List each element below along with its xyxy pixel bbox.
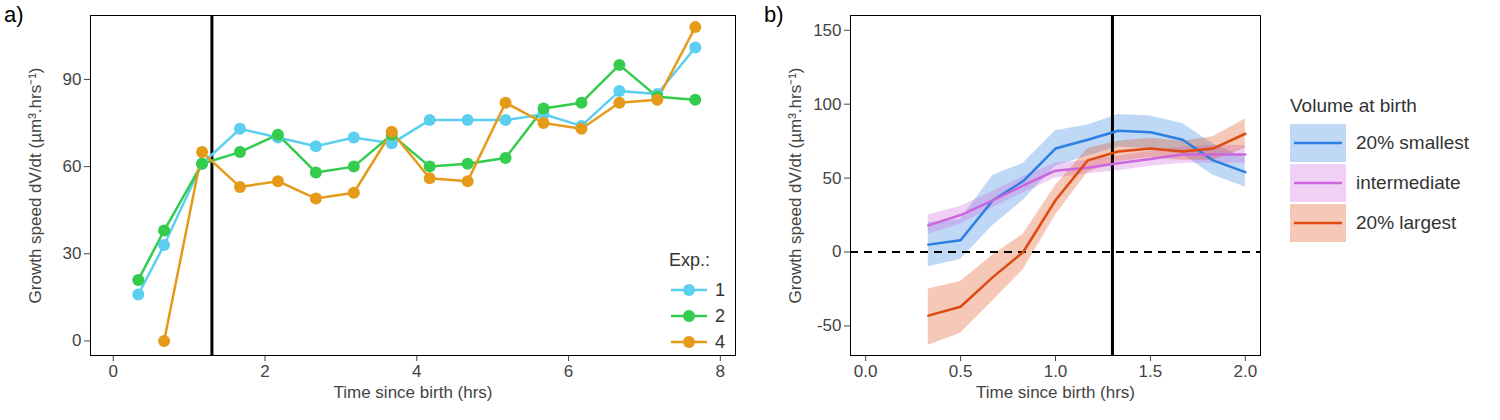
svg-text:4: 4 bbox=[412, 362, 421, 381]
svg-text:Growth speed dV/dt (µm³.hrs⁻¹): Growth speed dV/dt (µm³.hrs⁻¹) bbox=[786, 68, 805, 304]
svg-text:1.0: 1.0 bbox=[1044, 362, 1068, 381]
svg-text:30: 30 bbox=[63, 244, 82, 263]
svg-text:60: 60 bbox=[63, 157, 82, 176]
html-text:20% smallest: 20% smallest bbox=[1356, 132, 1469, 153]
html-text:Exp.:: Exp.: bbox=[669, 250, 710, 270]
svg-text:150: 150 bbox=[813, 21, 841, 40]
svg-text:50: 50 bbox=[823, 169, 842, 188]
html-text:Volume at birth: Volume at birth bbox=[1290, 95, 1417, 116]
svg-text:2: 2 bbox=[260, 362, 269, 381]
svg-text:Time since birth (hrs): Time since birth (hrs) bbox=[976, 383, 1135, 402]
svg-text:0: 0 bbox=[72, 331, 81, 350]
html-text:b): b) bbox=[764, 2, 784, 27]
svg-text:8: 8 bbox=[716, 362, 725, 381]
svg-text:0: 0 bbox=[109, 362, 118, 381]
svg-text:0.0: 0.0 bbox=[854, 362, 878, 381]
svg-text:Growth speed dV/dt (µm³.hrs⁻¹): Growth speed dV/dt (µm³.hrs⁻¹) bbox=[26, 68, 45, 304]
svg-text:90: 90 bbox=[63, 70, 82, 89]
html-text:a): a) bbox=[4, 2, 24, 27]
svg-text:100: 100 bbox=[813, 95, 841, 114]
svg-text:0: 0 bbox=[832, 242, 841, 261]
html-text:2: 2 bbox=[715, 305, 725, 326]
html-text:1: 1 bbox=[715, 279, 725, 300]
html-text:4: 4 bbox=[715, 331, 725, 352]
svg-text:1.5: 1.5 bbox=[1139, 362, 1163, 381]
svg-text:6: 6 bbox=[564, 362, 573, 381]
svg-text:2.0: 2.0 bbox=[1233, 362, 1257, 381]
html-text:intermediate: intermediate bbox=[1356, 172, 1461, 193]
svg-text:0.5: 0.5 bbox=[949, 362, 973, 381]
svg-text:-50: -50 bbox=[817, 316, 842, 335]
svg-text:Time since birth (hrs): Time since birth (hrs) bbox=[333, 383, 492, 402]
html-text:20% largest: 20% largest bbox=[1356, 212, 1457, 233]
